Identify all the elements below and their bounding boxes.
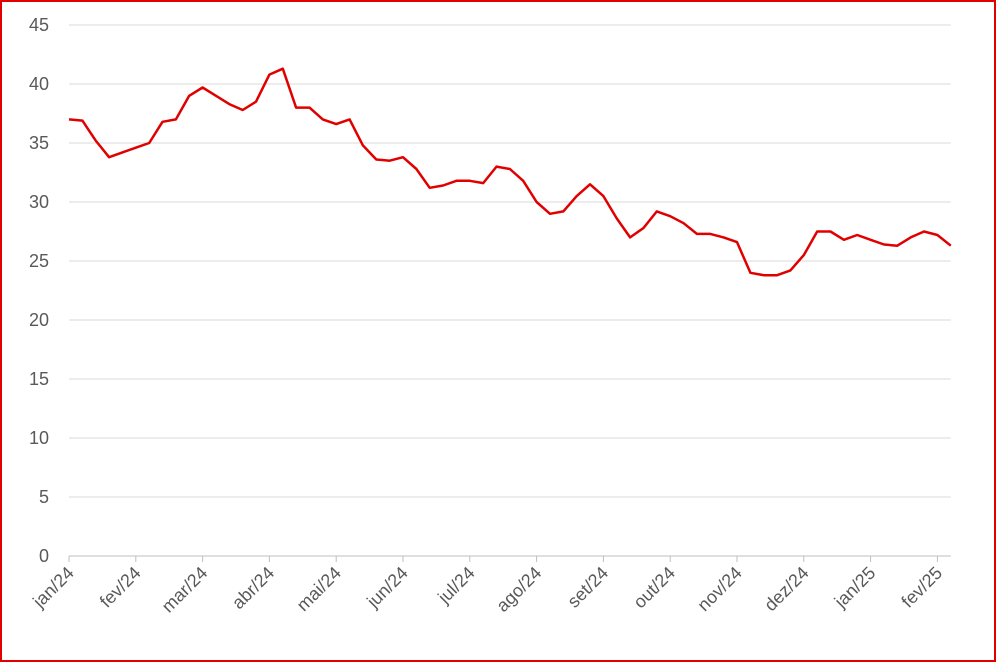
y-tick-label: 15 (29, 369, 49, 389)
line-series (68, 67, 952, 277)
y-tick-label: 10 (29, 428, 49, 448)
y-tick-label: 5 (39, 487, 49, 507)
y-tick-label: 20 (29, 310, 49, 330)
y-tick-label: 40 (29, 74, 49, 94)
y-tick-label: 0 (39, 546, 49, 566)
y-tick-label: 35 (29, 133, 49, 153)
y-tick-label: 30 (29, 192, 49, 212)
y-tick-label: 45 (29, 15, 49, 35)
y-tick-label: 25 (29, 251, 49, 271)
